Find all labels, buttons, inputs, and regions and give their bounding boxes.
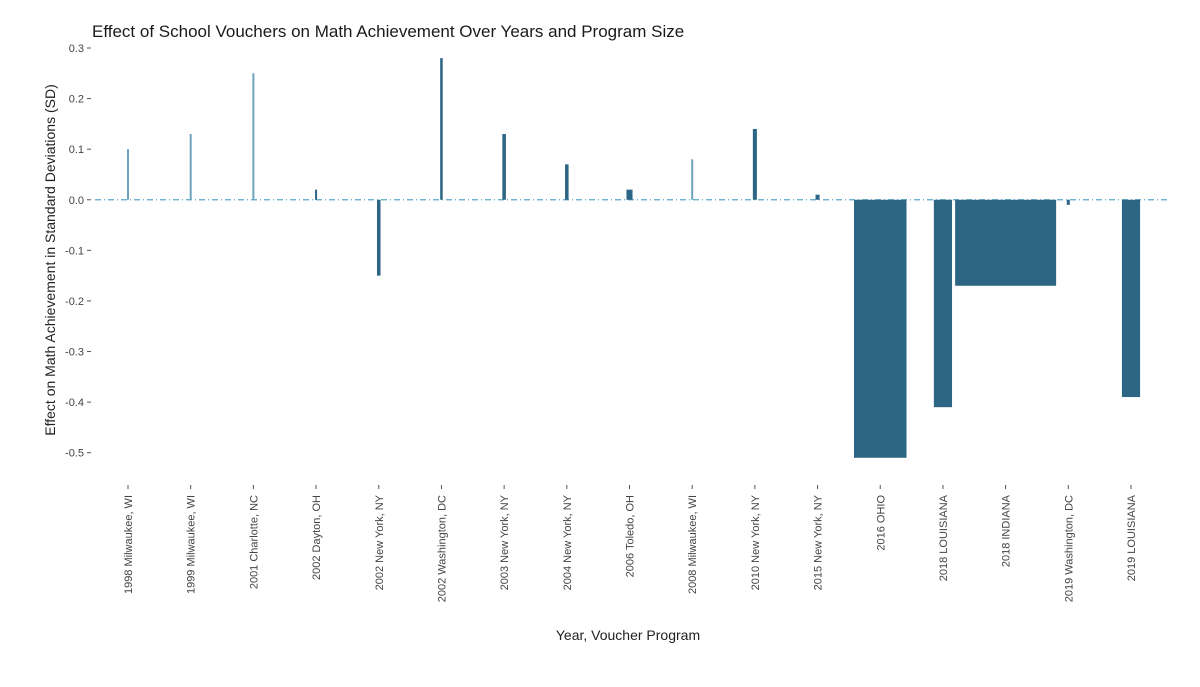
y-tick-label: 0.3 xyxy=(69,43,84,55)
bar xyxy=(376,199,381,276)
y-tick-label: -0.5 xyxy=(65,448,84,460)
x-tick-label: 2016 OHIO xyxy=(875,495,887,551)
y-axis: 0.3 0.2 0.1 0.0 -0.1 -0.2 -0.3 -0.4 -0.5 xyxy=(65,43,91,460)
y-tick-label: 0.0 xyxy=(69,195,84,207)
y-tick-label: -0.4 xyxy=(65,397,84,409)
x-axis: 1998 Milwaukee, WI 1999 Milwaukee, WI 2001… xyxy=(123,485,1138,602)
x-tick-label: 2018 INDIANA xyxy=(1001,494,1013,567)
bar xyxy=(127,149,129,200)
x-tick-label: 2004 New York, NY xyxy=(562,494,574,590)
x-tick-label: 2003 New York, NY xyxy=(499,494,511,590)
y-tick-label: 0.2 xyxy=(69,94,84,106)
bar xyxy=(752,128,757,200)
x-tick-label: 2001 Charlotte, NC xyxy=(248,495,260,589)
x-tick-label: 2018 LOUISIANA xyxy=(938,494,950,581)
bar xyxy=(933,199,953,408)
bar xyxy=(1066,199,1070,205)
y-tick-label: -0.1 xyxy=(65,245,84,257)
bar xyxy=(815,194,820,200)
bars-layer xyxy=(127,58,1141,458)
bar xyxy=(565,164,569,200)
bar xyxy=(626,189,633,200)
bar xyxy=(252,73,255,200)
x-tick-label: 2006 Toledo, OH xyxy=(625,495,637,577)
x-axis-label: Year, Voucher Program xyxy=(556,627,700,643)
y-tick-label: 0.1 xyxy=(69,144,84,156)
bar xyxy=(315,189,318,200)
y-tick-label: -0.3 xyxy=(65,347,84,359)
x-tick-label: 2002 Washington, DC xyxy=(436,495,448,602)
bar xyxy=(955,199,1057,286)
bar xyxy=(440,58,443,200)
bar xyxy=(189,134,192,200)
bar xyxy=(853,199,907,458)
x-tick-label: 2015 New York, NY xyxy=(813,494,825,590)
x-tick-label: 2010 New York, NY xyxy=(750,494,762,590)
y-tick-label: -0.2 xyxy=(65,296,84,308)
x-tick-label: 2008 Milwaukee, WI xyxy=(687,495,699,594)
x-tick-label: 2002 Dayton, OH xyxy=(311,495,323,580)
x-tick-label: 2019 Washington, DC xyxy=(1063,495,1075,602)
x-tick-label: 1998 Milwaukee, WI xyxy=(123,495,135,594)
x-tick-label: 2019 LOUISIANA xyxy=(1126,494,1138,581)
chart-title: Effect of School Vouchers on Math Achiev… xyxy=(92,22,684,41)
bar xyxy=(691,159,694,200)
bar xyxy=(502,134,506,200)
bar xyxy=(1121,199,1141,398)
x-tick-label: 2002 New York, NY xyxy=(374,494,386,590)
x-tick-label: 1999 Milwaukee, WI xyxy=(186,495,198,594)
y-axis-label: Effect on Math Achievement in Standard D… xyxy=(42,84,58,435)
